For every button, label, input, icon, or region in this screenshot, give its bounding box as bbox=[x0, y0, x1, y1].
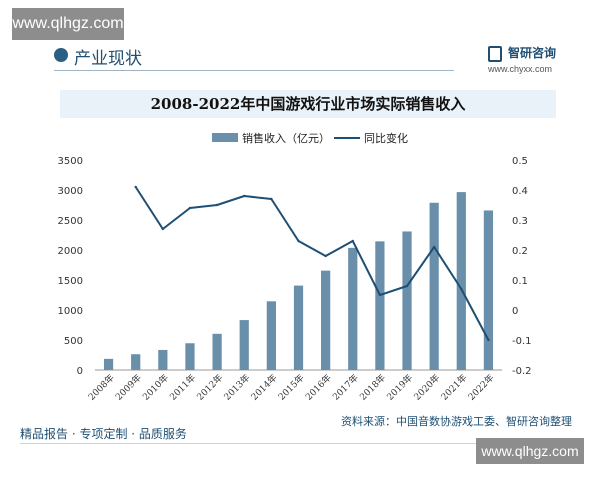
chart-title: 2008-2022年中国游戏行业市场实际销售收入 bbox=[150, 95, 466, 113]
y-right-tick-label: 0.4 bbox=[512, 186, 528, 197]
legend-swatch-line bbox=[334, 137, 360, 139]
y-right-tick-label: -0.2 bbox=[512, 366, 532, 377]
point-yoy bbox=[432, 245, 436, 249]
bullet-icon bbox=[54, 48, 68, 62]
point-yoy bbox=[351, 239, 354, 243]
line-yoy bbox=[134, 186, 490, 341]
bar-revenue bbox=[402, 231, 412, 370]
x-tick-label: 2017年 bbox=[330, 372, 361, 403]
point-yoy bbox=[297, 239, 300, 243]
bar-revenue bbox=[266, 301, 276, 370]
x-tick-label: 2016年 bbox=[303, 372, 334, 403]
chart-title-band bbox=[60, 90, 556, 118]
bar-revenue bbox=[212, 333, 222, 370]
y-left-tick-label: 2500 bbox=[58, 216, 83, 227]
bar-revenue bbox=[348, 247, 358, 370]
watermark-top: www.qlhgz.com bbox=[12, 8, 124, 40]
y-left-tick-label: 0 bbox=[77, 366, 83, 377]
section-title: 产业现状 bbox=[74, 49, 142, 69]
footer-tagline: 精品报告 · 专项定制 · 品质服务 bbox=[20, 427, 187, 441]
legend-label-yoy: 同比变化 bbox=[364, 132, 408, 145]
point-yoy bbox=[324, 254, 327, 258]
y-right-tick-label: 0.1 bbox=[512, 276, 528, 287]
x-tick-label: 2013年 bbox=[221, 372, 252, 403]
y-left-tick-label: 2000 bbox=[58, 246, 83, 257]
brand-logo-icon bbox=[488, 46, 502, 62]
bar-revenue bbox=[429, 202, 439, 370]
y-left-tick-label: 1000 bbox=[58, 306, 83, 317]
bar-revenue bbox=[321, 270, 331, 370]
point-yoy bbox=[460, 287, 463, 291]
point-yoy bbox=[161, 227, 165, 231]
x-tick-label: 2015年 bbox=[276, 372, 307, 403]
header-divider bbox=[54, 70, 454, 71]
x-tick-label: 2022年 bbox=[466, 372, 497, 403]
y-right-tick-label: -0.1 bbox=[512, 336, 532, 347]
y-right-tick-label: 0 bbox=[512, 306, 518, 317]
point-yoy bbox=[134, 185, 137, 189]
y-right-tick-label: 0.2 bbox=[512, 246, 528, 257]
bar-revenue bbox=[131, 354, 141, 370]
x-tick-label: 2018年 bbox=[357, 372, 388, 403]
x-tick-label: 2019年 bbox=[384, 372, 415, 403]
y-right-tick-label: 0.3 bbox=[512, 216, 528, 227]
bar-revenue bbox=[483, 210, 494, 370]
x-tick-label: 2011年 bbox=[167, 372, 198, 403]
x-tick-label: 2012年 bbox=[194, 372, 225, 403]
bar-revenue bbox=[103, 358, 114, 370]
x-tick-label: 2009年 bbox=[113, 372, 144, 403]
legend-swatch-bar bbox=[212, 133, 238, 142]
source-note: 资料来源：中国音数协游戏工委、智研咨询整理 bbox=[341, 415, 572, 428]
point-yoy bbox=[378, 293, 382, 297]
point-yoy bbox=[405, 284, 409, 288]
x-tick-label: 2020年 bbox=[411, 372, 442, 403]
y-left-tick-label: 1500 bbox=[58, 276, 83, 287]
x-tick-label: 2008年 bbox=[86, 372, 117, 403]
brand-url: www.chyxx.com bbox=[488, 64, 553, 74]
point-yoy bbox=[215, 203, 219, 207]
y-left-tick-label: 500 bbox=[64, 336, 83, 347]
point-yoy bbox=[243, 194, 246, 198]
point-yoy bbox=[188, 206, 192, 210]
y-left-tick-label: 3000 bbox=[58, 186, 83, 197]
bar-revenue bbox=[375, 241, 385, 370]
y-right-tick-label: 0.5 bbox=[512, 156, 528, 167]
x-tick-label: 2010年 bbox=[140, 372, 171, 403]
bar-revenue bbox=[456, 192, 466, 370]
bar-revenue bbox=[185, 343, 195, 370]
x-tick-label: 2014年 bbox=[248, 372, 279, 403]
bar-revenue bbox=[158, 349, 168, 370]
point-yoy bbox=[487, 338, 490, 342]
x-tick-label: 2021年 bbox=[438, 372, 469, 403]
footer-divider bbox=[20, 443, 580, 444]
watermark-bottom: www.qlhgz.com bbox=[476, 438, 584, 464]
y-left-tick-label: 3500 bbox=[58, 156, 83, 167]
bar-revenue bbox=[239, 320, 249, 370]
legend-label-revenue: 销售收入（亿元） bbox=[242, 132, 330, 145]
point-yoy bbox=[270, 197, 273, 201]
brand-name: 智研咨询 bbox=[508, 46, 557, 60]
bar-revenue bbox=[293, 285, 304, 370]
section-header: 产业现状 智研咨询 www.chyxx.com bbox=[18, 40, 582, 76]
